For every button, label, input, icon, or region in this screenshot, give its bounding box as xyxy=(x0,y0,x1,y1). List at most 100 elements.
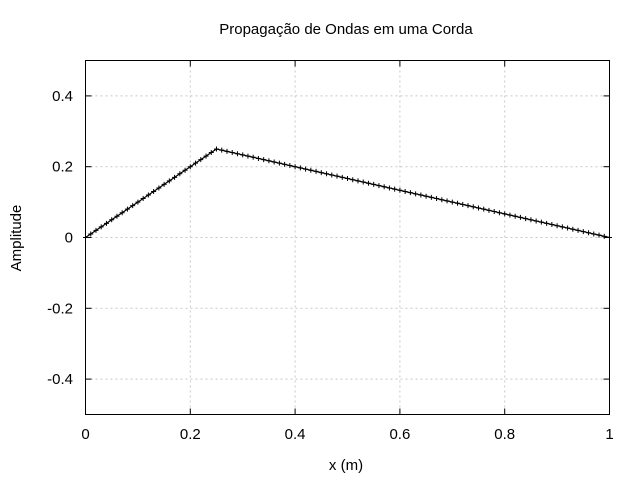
data-point xyxy=(103,220,109,226)
data-point xyxy=(156,185,162,191)
data-point xyxy=(392,186,398,192)
data-point xyxy=(381,184,387,190)
data-point xyxy=(282,161,288,167)
data-point xyxy=(449,199,455,205)
y-tick-label: -0.4 xyxy=(47,371,73,388)
data-point xyxy=(203,153,209,159)
data-point xyxy=(208,150,214,156)
data-point xyxy=(397,187,403,193)
x-tick-label: 0.4 xyxy=(285,426,306,443)
data-point xyxy=(334,173,340,179)
data-point xyxy=(187,164,193,170)
data-point xyxy=(365,180,371,186)
data-point xyxy=(88,231,94,237)
data-point xyxy=(271,159,277,165)
data-point xyxy=(586,230,592,236)
data-point xyxy=(114,213,120,219)
data-point xyxy=(287,163,293,169)
data-point xyxy=(470,204,476,210)
data-point xyxy=(554,223,560,229)
data-point xyxy=(507,212,513,218)
data-point xyxy=(413,191,419,197)
data-point xyxy=(219,147,225,153)
data-point xyxy=(528,217,534,223)
data-point xyxy=(601,233,607,239)
data-point xyxy=(486,207,492,213)
data-point xyxy=(544,220,550,226)
data-point xyxy=(538,219,544,225)
data-point xyxy=(98,224,104,230)
data-point xyxy=(350,177,356,183)
x-tick-label: 0.8 xyxy=(494,426,515,443)
data-point xyxy=(172,174,178,180)
y-tick-label: 0.2 xyxy=(52,159,73,176)
data-point xyxy=(444,198,450,204)
data-point xyxy=(423,193,429,199)
data-point xyxy=(428,194,434,200)
data-point xyxy=(575,227,581,233)
grid xyxy=(85,60,610,415)
data-point xyxy=(570,226,576,232)
data-point xyxy=(491,209,497,215)
data-point xyxy=(151,188,157,194)
data-point xyxy=(308,167,314,173)
data-point xyxy=(261,157,267,163)
data-point xyxy=(245,153,251,159)
data-point xyxy=(418,192,424,198)
data-point xyxy=(135,199,141,205)
data-point xyxy=(376,183,382,189)
data-point xyxy=(591,231,597,237)
data-point xyxy=(130,203,136,209)
data-point xyxy=(234,151,240,157)
data-point xyxy=(276,160,282,166)
data-point xyxy=(596,232,602,238)
data-point xyxy=(255,155,261,161)
chart-title: Propagação de Ondas em uma Corda xyxy=(219,21,473,38)
data-point xyxy=(124,206,130,212)
data-point xyxy=(386,185,392,191)
data-point xyxy=(523,216,529,222)
data-point xyxy=(559,224,565,230)
series-line xyxy=(85,148,610,239)
y-tick-label: 0 xyxy=(65,230,73,247)
data-point xyxy=(193,160,199,166)
data-point xyxy=(303,166,309,172)
data-point xyxy=(182,167,188,173)
data-point xyxy=(145,192,151,198)
data-point xyxy=(496,210,502,216)
data-point xyxy=(434,196,440,202)
data-point xyxy=(329,172,335,178)
data-point xyxy=(345,175,350,181)
data-point xyxy=(407,190,413,196)
x-tick-label: 1 xyxy=(605,426,613,443)
plot-frame xyxy=(85,60,610,415)
data-point xyxy=(502,211,508,217)
data-point xyxy=(297,165,303,171)
data-point xyxy=(224,148,230,154)
y-axis-label: Amplitude xyxy=(8,205,25,272)
data-point xyxy=(580,229,586,235)
x-tick-label: 0 xyxy=(81,426,89,443)
data-point xyxy=(250,154,256,160)
data-point xyxy=(140,196,146,202)
data-point xyxy=(177,171,183,177)
data-point xyxy=(339,174,345,180)
data-point xyxy=(549,222,555,228)
data-point xyxy=(166,178,172,184)
data-point xyxy=(266,158,272,164)
data-point xyxy=(476,205,481,211)
data-point xyxy=(402,188,408,194)
data-point xyxy=(109,217,115,223)
data-point xyxy=(512,213,518,219)
y-tick-label: 0.4 xyxy=(52,88,73,105)
data-point xyxy=(465,203,471,209)
data-point xyxy=(318,170,324,176)
data-point xyxy=(161,181,167,187)
data-point xyxy=(229,150,235,156)
data-point xyxy=(93,227,99,233)
data-point xyxy=(240,152,246,158)
data-point xyxy=(360,179,366,185)
data-point xyxy=(533,218,539,224)
data-point xyxy=(214,146,219,152)
